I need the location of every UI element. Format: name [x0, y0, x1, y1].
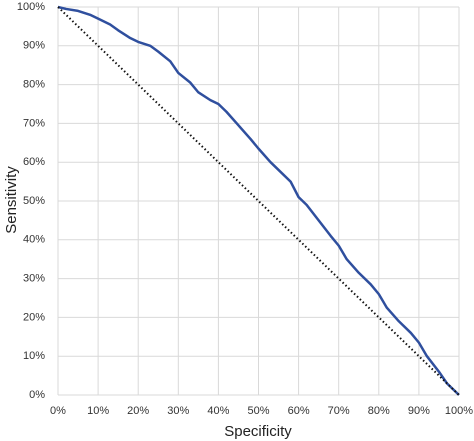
y-tick-label: 100%: [17, 1, 45, 13]
x-tick-label: 10%: [87, 405, 109, 417]
y-tick-label: 40%: [23, 234, 45, 246]
y-tick-label: 10%: [23, 350, 45, 362]
y-axis-title: Sensitivity: [3, 166, 20, 234]
x-tick-label: 90%: [408, 405, 430, 417]
y-tick-label: 0%: [29, 389, 45, 401]
x-tick-label: 100%: [445, 405, 473, 417]
x-tick-label: 40%: [207, 405, 229, 417]
y-tick-label: 80%: [23, 79, 45, 91]
y-tick-label: 30%: [23, 273, 45, 285]
series-line: [57, 6, 460, 396]
y-tick-label: 50%: [23, 195, 45, 207]
x-tick-label: 70%: [328, 405, 350, 417]
x-axis-title: Specificity: [224, 423, 292, 440]
y-tick-label: 70%: [23, 117, 45, 129]
x-tick-label: 30%: [167, 405, 189, 417]
series-line: [57, 5, 460, 396]
x-tick-label: 0%: [50, 405, 66, 417]
x-tick-label: 20%: [127, 405, 149, 417]
x-tick-label: 50%: [247, 405, 269, 417]
x-tick-label: 80%: [368, 405, 390, 417]
x-tick-label: 60%: [288, 405, 310, 417]
y-tick-label: 60%: [23, 156, 45, 168]
y-tick-label: 90%: [23, 40, 45, 52]
y-tick-label: 20%: [23, 311, 45, 323]
